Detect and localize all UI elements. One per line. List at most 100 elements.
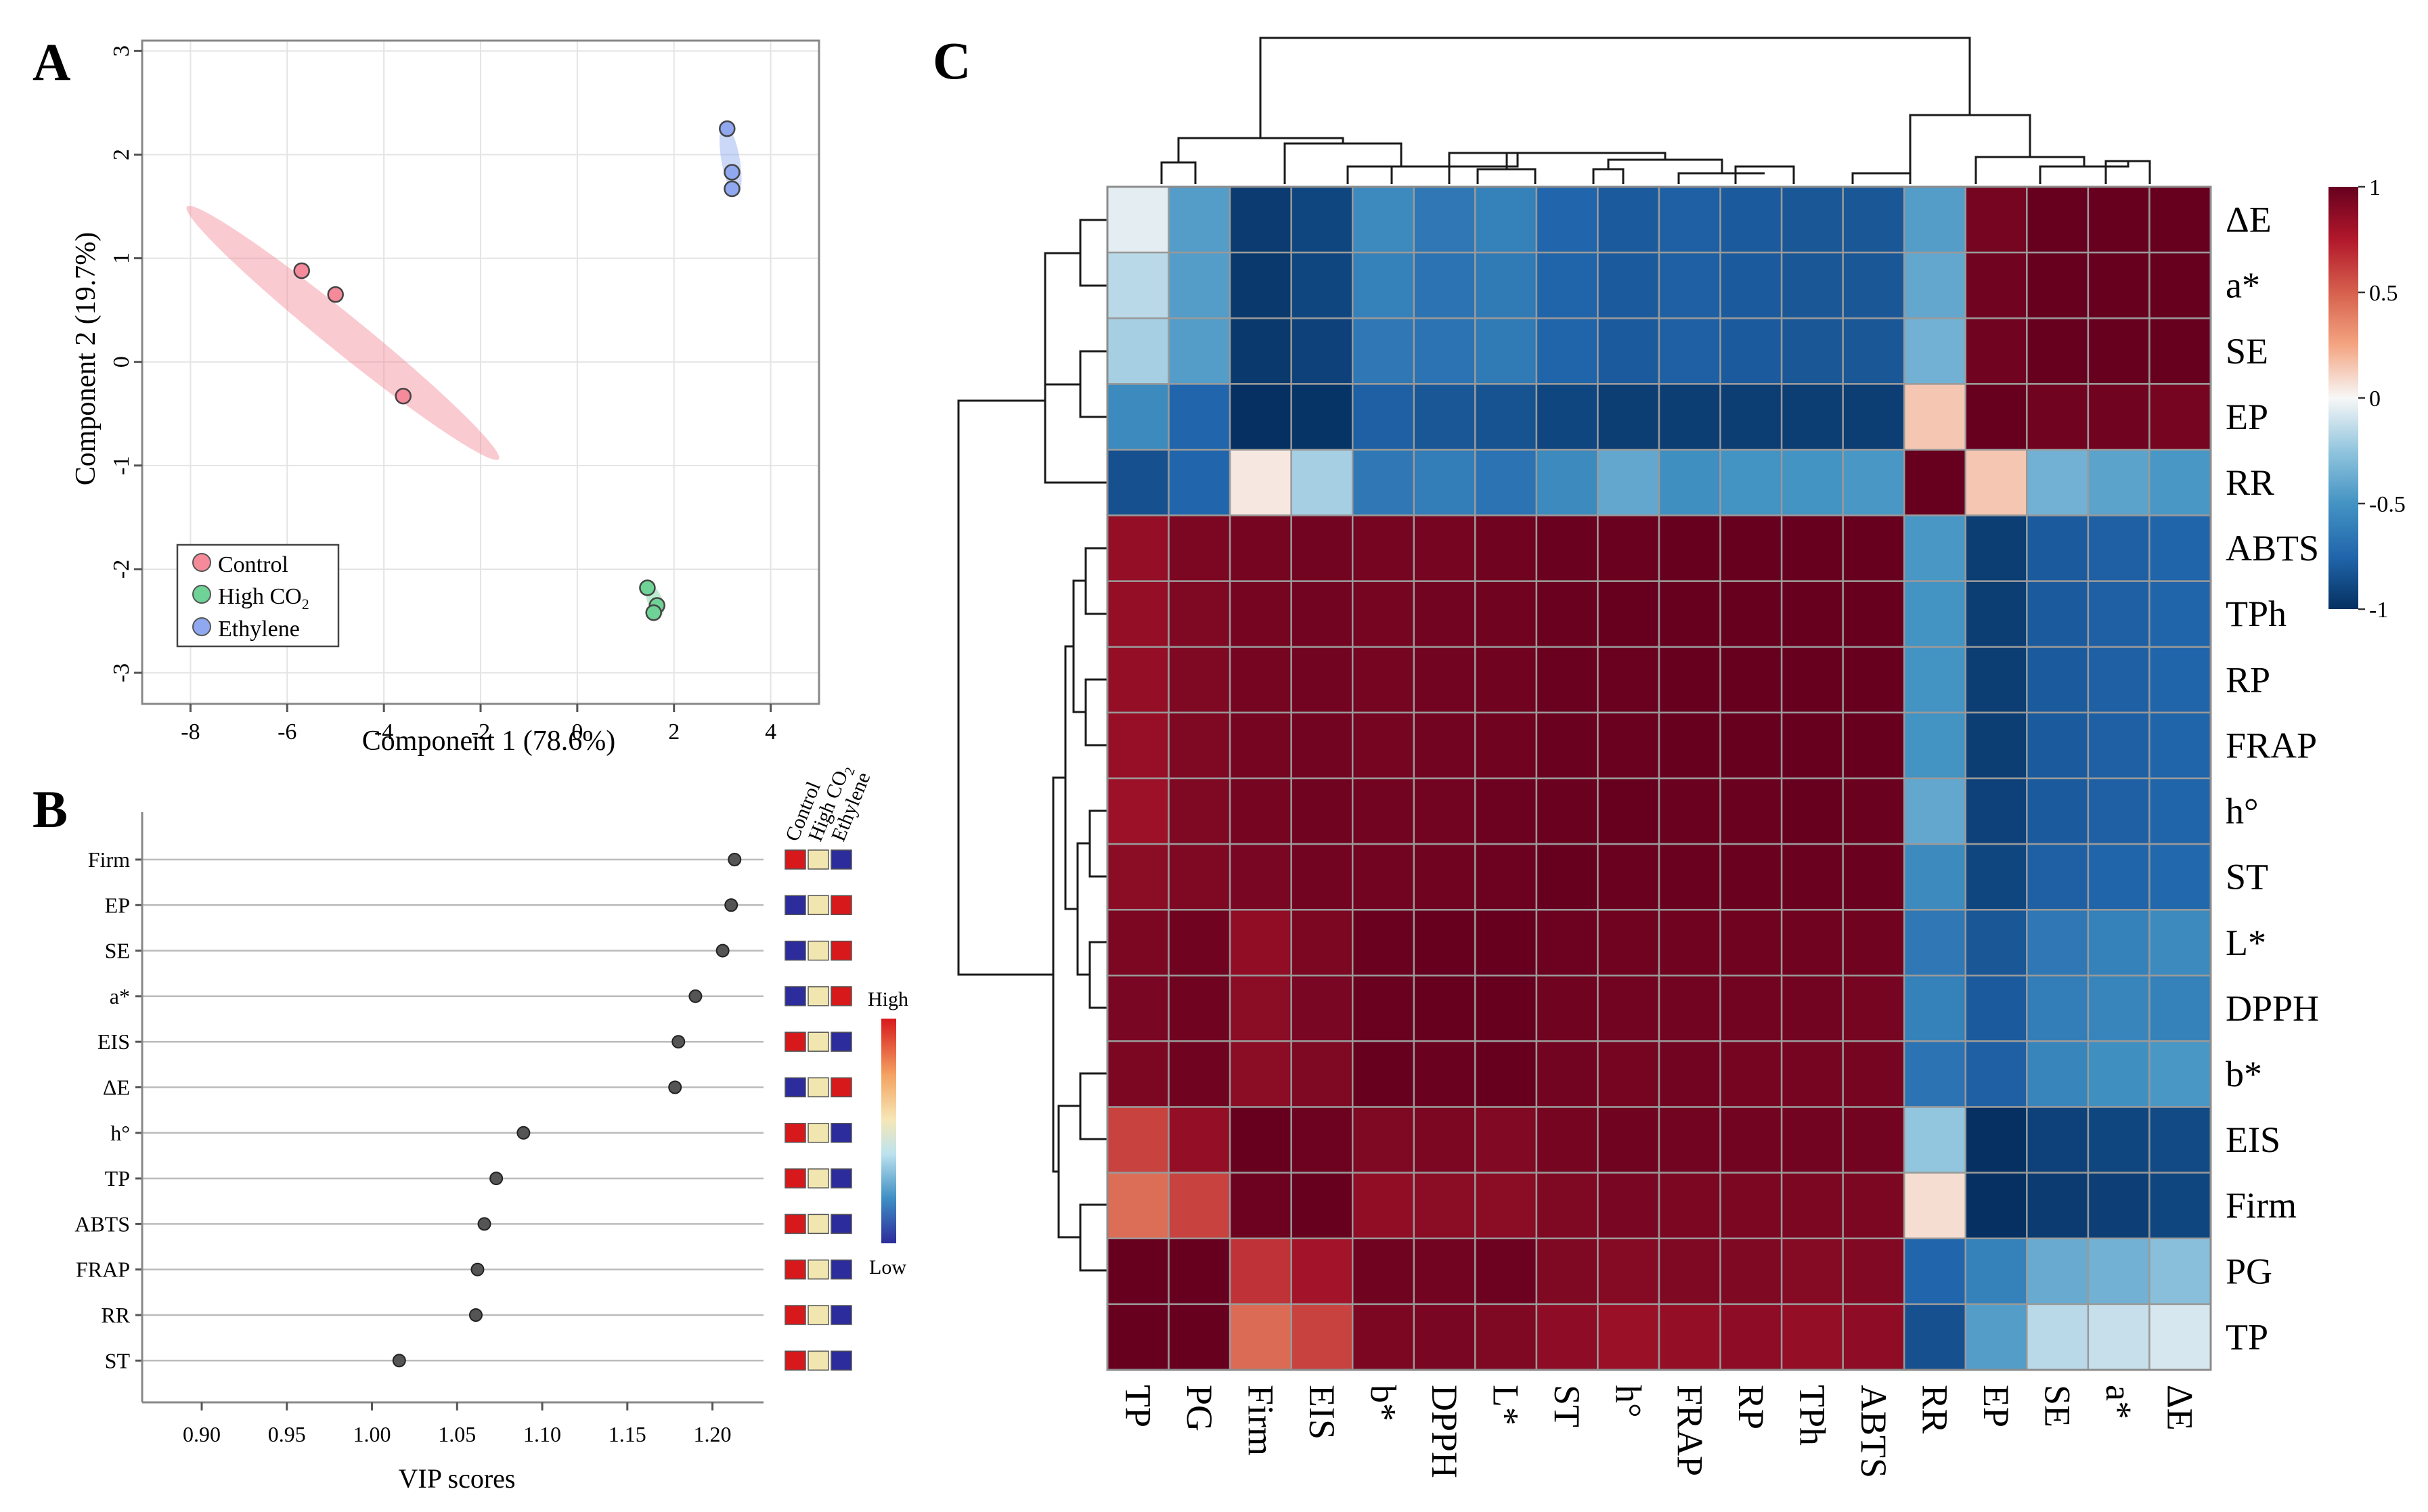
heatmap-cell (1535, 317, 1599, 385)
vip-level-cell (808, 895, 829, 916)
heatmap-cell (2148, 1303, 2212, 1371)
y-tick-label: -2 (109, 560, 134, 579)
heatmap-cell (2148, 777, 2212, 845)
vip-level-cell (808, 986, 829, 1006)
heatmap-column-label: RR (1915, 1385, 1956, 1433)
heatmap-cell (1168, 251, 1231, 319)
heatmap-cells (1106, 185, 2212, 1371)
heatmap-cell (1842, 1040, 1905, 1108)
heatmap-cell (1780, 1237, 1844, 1306)
heatmap-row-label: TP (2226, 1316, 2268, 1357)
heatmap-cell (1413, 580, 1476, 648)
vip-legend-low: Low (869, 1256, 906, 1278)
heatmap-column-label: TPh (1792, 1385, 1832, 1446)
heatmap-frame (1106, 185, 2212, 1371)
heatmap-cell (1658, 383, 1721, 451)
heatmap-cell (1474, 383, 1538, 451)
vip-level-cell (808, 1168, 829, 1188)
dendro-left-link (1044, 319, 1107, 484)
vip-level-cell (808, 1259, 829, 1280)
confidence-ellipse (186, 206, 500, 460)
heatmap-cell (1351, 646, 1415, 714)
vip-x-tick-label: 1.00 (353, 1422, 391, 1446)
correlation-heatmap: ΔE a* SE EP RR ABTS TPh RP FRAP h° ST L* DPPH b* EIS Fi… (957, 37, 2406, 1478)
heatmap-row-label: a* (2226, 265, 2260, 306)
heatmap-cell (1290, 1106, 1354, 1174)
heatmap-cell (1351, 317, 1415, 385)
heatmap-cell (1842, 251, 1905, 319)
heatmap-cell (1903, 1106, 1967, 1174)
heatmap-cell (1413, 514, 1476, 582)
vip-row-label: h° (110, 1121, 130, 1145)
heatmap-cell (1842, 711, 1905, 780)
heatmap-cell (1719, 449, 1783, 516)
heatmap-cell (2148, 449, 2212, 516)
heatmap-column-label: SE (2037, 1385, 2078, 1427)
x-tick-label: -8 (181, 719, 200, 744)
heatmap-row-label: L* (2226, 922, 2266, 963)
heatmap-cell (1903, 449, 1967, 516)
heatmap-cell (1168, 777, 1231, 845)
heatmap-cell (1106, 449, 1170, 516)
heatmap-cell (1597, 1172, 1660, 1240)
heatmap-cell (2148, 1106, 2212, 1174)
vip-color-legend: High Low (868, 988, 908, 1278)
heatmap-row-label: ST (2226, 857, 2268, 897)
heatmap-cell (2148, 711, 2212, 780)
heatmap-cell (1780, 251, 1844, 319)
colorbar-tick-label: 0 (2369, 386, 2381, 412)
heatmap-cell (1474, 251, 1538, 319)
heatmap-cell (1351, 908, 1415, 977)
heatmap-row-label: FRAP (2226, 725, 2317, 765)
heatmap-row-label: ΔE (2226, 200, 2272, 240)
legend-control-marker (192, 553, 211, 572)
heatmap-column-label: FRAP (1669, 1385, 1710, 1476)
heatmap-cell (1903, 317, 1967, 385)
heatmap-cell (1535, 1172, 1599, 1240)
heatmap-cell (1780, 580, 1844, 648)
heatmap-cell (1658, 1303, 1721, 1371)
legend-ethylene-label: Ethylene (218, 617, 300, 642)
heatmap-cell (1842, 777, 1905, 845)
heatmap-cell (1535, 1040, 1599, 1108)
heatmap-cell (2026, 711, 2090, 780)
heatmap-cell (2026, 777, 2090, 845)
heatmap-cell (1474, 514, 1538, 582)
heatmap-column-label: a* (2098, 1385, 2139, 1419)
heatmap-cell (1413, 1237, 1476, 1306)
heatmap-cell (1535, 1237, 1599, 1306)
vip-level-cell (808, 1123, 829, 1143)
heatmap-cell (1290, 711, 1354, 780)
heatmap-cell (1658, 317, 1721, 385)
x-tick-label: -6 (278, 719, 296, 744)
heatmap-cell (1229, 580, 1292, 648)
heatmap-cell (2026, 317, 2090, 385)
heatmap-cell (2148, 185, 2212, 254)
vip-level-cell (831, 1031, 852, 1052)
heatmap-cell (1964, 711, 2028, 780)
heatmap-cell (1168, 1106, 1231, 1174)
colorbar-tick-label: -1 (2369, 598, 2388, 623)
heatmap-cell (1474, 317, 1538, 385)
heatmap-cell (1842, 1303, 1905, 1371)
heatmap-column-label: Firm (1240, 1385, 1281, 1456)
score-plot-y-ticks: -3 -2 -1 0 1 2 3 (109, 45, 142, 682)
heatmap-cell (1229, 1040, 1292, 1108)
heatmap-cell (1474, 843, 1538, 911)
heatmap-cell (1658, 646, 1721, 714)
vip-level-cell (785, 1350, 806, 1371)
heatmap-cell (1229, 975, 1292, 1042)
heatmap-column-label: DPPH (1424, 1385, 1465, 1478)
heatmap-cell (1597, 185, 1660, 254)
heatmap-cell (1597, 908, 1660, 977)
heatmap-cell (2026, 1172, 2090, 1240)
heatmap-cell (2148, 383, 2212, 451)
vip-level-cell (785, 986, 806, 1006)
heatmap-cell (1229, 449, 1292, 516)
heatmap-cell (1658, 908, 1721, 977)
heatmap-cell (2087, 580, 2150, 648)
panel-label-c: C (933, 31, 971, 90)
heatmap-cell (1413, 1172, 1476, 1240)
heatmap-cell (1168, 383, 1231, 451)
heatmap-cell (1780, 646, 1844, 714)
